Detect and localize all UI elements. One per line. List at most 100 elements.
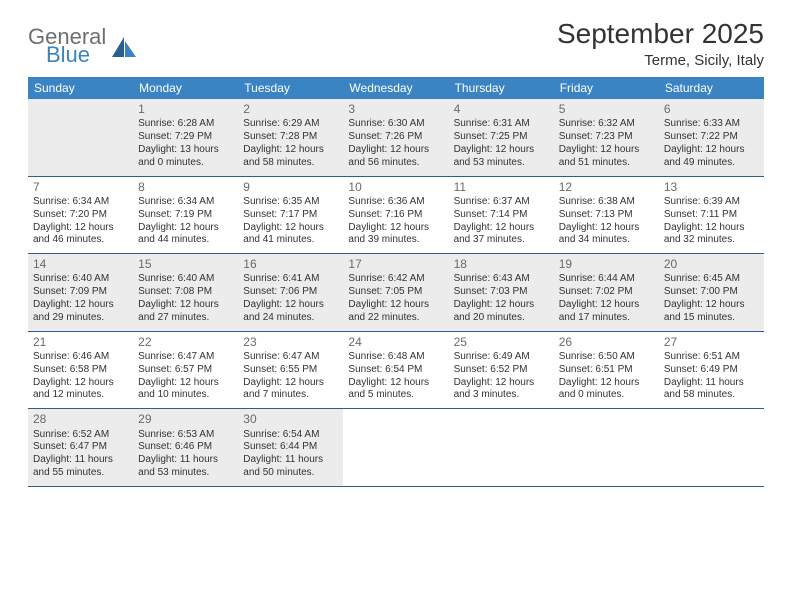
calendar-day-cell: 22Sunrise: 6:47 AMSunset: 6:57 PMDayligh… — [133, 331, 238, 409]
sunset-text: Sunset: 7:26 PM — [348, 131, 443, 144]
sunrise-text: Sunrise: 6:52 AM — [33, 429, 128, 442]
sunset-text: Sunset: 7:17 PM — [243, 209, 338, 222]
sunset-text: Sunset: 7:22 PM — [664, 131, 759, 144]
calendar-week-row: 21Sunrise: 6:46 AMSunset: 6:58 PMDayligh… — [28, 331, 764, 409]
sunset-text: Sunset: 7:06 PM — [243, 286, 338, 299]
day-number: 9 — [243, 180, 338, 195]
calendar-body: 1Sunrise: 6:28 AMSunset: 7:29 PMDaylight… — [28, 99, 764, 486]
sunset-text: Sunset: 6:57 PM — [138, 364, 233, 377]
daylight-text: Daylight: 12 hours and 51 minutes. — [559, 144, 654, 170]
day-number: 8 — [138, 180, 233, 195]
daylight-text: Daylight: 12 hours and 20 minutes. — [454, 299, 549, 325]
sunrise-text: Sunrise: 6:48 AM — [348, 351, 443, 364]
daylight-text: Daylight: 12 hours and 0 minutes. — [559, 377, 654, 403]
daylight-text: Daylight: 12 hours and 56 minutes. — [348, 144, 443, 170]
sunrise-text: Sunrise: 6:29 AM — [243, 118, 338, 131]
sunrise-text: Sunrise: 6:47 AM — [138, 351, 233, 364]
calendar-day-cell: 7Sunrise: 6:34 AMSunset: 7:20 PMDaylight… — [28, 176, 133, 254]
sunrise-text: Sunrise: 6:41 AM — [243, 273, 338, 286]
day-number: 2 — [243, 102, 338, 117]
daylight-text: Daylight: 11 hours and 58 minutes. — [664, 377, 759, 403]
daylight-text: Daylight: 11 hours and 53 minutes. — [138, 454, 233, 480]
title-block: September 2025 Terme, Sicily, Italy — [557, 18, 764, 69]
logo-text: General Blue — [28, 26, 106, 66]
sunset-text: Sunset: 7:20 PM — [33, 209, 128, 222]
sunset-text: Sunset: 7:19 PM — [138, 209, 233, 222]
daylight-text: Daylight: 12 hours and 37 minutes. — [454, 222, 549, 248]
sunset-text: Sunset: 6:44 PM — [243, 441, 338, 454]
daylight-text: Daylight: 12 hours and 10 minutes. — [138, 377, 233, 403]
sunset-text: Sunset: 6:47 PM — [33, 441, 128, 454]
daylight-text: Daylight: 12 hours and 53 minutes. — [454, 144, 549, 170]
sunset-text: Sunset: 7:03 PM — [454, 286, 549, 299]
calendar-day-cell: 11Sunrise: 6:37 AMSunset: 7:14 PMDayligh… — [449, 176, 554, 254]
sunset-text: Sunset: 7:25 PM — [454, 131, 549, 144]
calendar-page: General Blue September 2025 Terme, Sicil… — [0, 0, 792, 497]
calendar-day-cell: 29Sunrise: 6:53 AMSunset: 6:46 PMDayligh… — [133, 409, 238, 487]
day-number: 7 — [33, 180, 128, 195]
calendar-day-cell: 19Sunrise: 6:44 AMSunset: 7:02 PMDayligh… — [554, 254, 659, 332]
calendar-week-row: 1Sunrise: 6:28 AMSunset: 7:29 PMDaylight… — [28, 99, 764, 176]
calendar-week-row: 14Sunrise: 6:40 AMSunset: 7:09 PMDayligh… — [28, 254, 764, 332]
daylight-text: Daylight: 12 hours and 49 minutes. — [664, 144, 759, 170]
day-number: 17 — [348, 257, 443, 272]
calendar-day-cell: 4Sunrise: 6:31 AMSunset: 7:25 PMDaylight… — [449, 99, 554, 176]
daylight-text: Daylight: 12 hours and 46 minutes. — [33, 222, 128, 248]
calendar-day-cell: 24Sunrise: 6:48 AMSunset: 6:54 PMDayligh… — [343, 331, 448, 409]
daylight-text: Daylight: 12 hours and 34 minutes. — [559, 222, 654, 248]
sunrise-text: Sunrise: 6:47 AM — [243, 351, 338, 364]
sunset-text: Sunset: 7:14 PM — [454, 209, 549, 222]
sunset-text: Sunset: 7:08 PM — [138, 286, 233, 299]
sunrise-text: Sunrise: 6:43 AM — [454, 273, 549, 286]
calendar-day-cell: 5Sunrise: 6:32 AMSunset: 7:23 PMDaylight… — [554, 99, 659, 176]
daylight-text: Daylight: 12 hours and 24 minutes. — [243, 299, 338, 325]
daylight-text: Daylight: 12 hours and 17 minutes. — [559, 299, 654, 325]
calendar-day-cell: 9Sunrise: 6:35 AMSunset: 7:17 PMDaylight… — [238, 176, 343, 254]
location-label: Terme, Sicily, Italy — [557, 52, 764, 69]
day-number: 10 — [348, 180, 443, 195]
sunrise-text: Sunrise: 6:49 AM — [454, 351, 549, 364]
sunset-text: Sunset: 7:02 PM — [559, 286, 654, 299]
calendar-day-cell — [659, 409, 764, 487]
day-number: 26 — [559, 335, 654, 350]
day-number: 19 — [559, 257, 654, 272]
sunrise-text: Sunrise: 6:51 AM — [664, 351, 759, 364]
calendar-table: SundayMondayTuesdayWednesdayThursdayFrid… — [28, 77, 764, 487]
calendar-day-cell: 20Sunrise: 6:45 AMSunset: 7:00 PMDayligh… — [659, 254, 764, 332]
day-number: 16 — [243, 257, 338, 272]
daylight-text: Daylight: 12 hours and 44 minutes. — [138, 222, 233, 248]
sunset-text: Sunset: 6:51 PM — [559, 364, 654, 377]
day-number: 6 — [664, 102, 759, 117]
calendar-day-cell: 2Sunrise: 6:29 AMSunset: 7:28 PMDaylight… — [238, 99, 343, 176]
sunrise-text: Sunrise: 6:42 AM — [348, 273, 443, 286]
daylight-text: Daylight: 12 hours and 29 minutes. — [33, 299, 128, 325]
daylight-text: Daylight: 12 hours and 39 minutes. — [348, 222, 443, 248]
calendar-day-cell: 1Sunrise: 6:28 AMSunset: 7:29 PMDaylight… — [133, 99, 238, 176]
sunset-text: Sunset: 7:13 PM — [559, 209, 654, 222]
day-header: Friday — [554, 77, 659, 99]
day-header: Sunday — [28, 77, 133, 99]
sunrise-text: Sunrise: 6:50 AM — [559, 351, 654, 364]
calendar-day-cell: 8Sunrise: 6:34 AMSunset: 7:19 PMDaylight… — [133, 176, 238, 254]
day-header: Wednesday — [343, 77, 448, 99]
calendar-day-cell: 30Sunrise: 6:54 AMSunset: 6:44 PMDayligh… — [238, 409, 343, 487]
day-number: 22 — [138, 335, 233, 350]
calendar-day-cell — [554, 409, 659, 487]
calendar-day-cell: 3Sunrise: 6:30 AMSunset: 7:26 PMDaylight… — [343, 99, 448, 176]
calendar-day-cell — [449, 409, 554, 487]
calendar-day-cell: 17Sunrise: 6:42 AMSunset: 7:05 PMDayligh… — [343, 254, 448, 332]
day-number: 23 — [243, 335, 338, 350]
day-number: 14 — [33, 257, 128, 272]
calendar-day-cell: 21Sunrise: 6:46 AMSunset: 6:58 PMDayligh… — [28, 331, 133, 409]
sunset-text: Sunset: 6:58 PM — [33, 364, 128, 377]
day-number: 29 — [138, 412, 233, 427]
calendar-day-cell: 16Sunrise: 6:41 AMSunset: 7:06 PMDayligh… — [238, 254, 343, 332]
sunrise-text: Sunrise: 6:40 AM — [138, 273, 233, 286]
sunrise-text: Sunrise: 6:44 AM — [559, 273, 654, 286]
calendar-day-cell: 15Sunrise: 6:40 AMSunset: 7:08 PMDayligh… — [133, 254, 238, 332]
calendar-day-cell: 14Sunrise: 6:40 AMSunset: 7:09 PMDayligh… — [28, 254, 133, 332]
sunset-text: Sunset: 7:23 PM — [559, 131, 654, 144]
sunrise-text: Sunrise: 6:54 AM — [243, 429, 338, 442]
logo: General Blue — [28, 26, 138, 66]
logo-sail-icon — [110, 35, 138, 59]
